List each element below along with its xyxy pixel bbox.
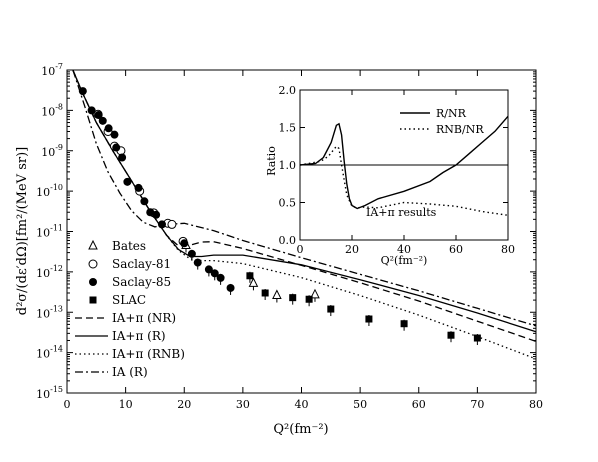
data-point-saclay-85 xyxy=(216,273,225,282)
data-point-saclay-85 xyxy=(226,283,235,292)
data-point-saclay-81 xyxy=(167,219,177,229)
data-point-bates xyxy=(248,277,259,287)
data-point-saclay-85 xyxy=(152,210,161,219)
inset-y-tick-label: 1.5 xyxy=(279,122,297,135)
legend-label: Saclay-81 xyxy=(112,257,171,271)
data-point-slac xyxy=(447,331,455,339)
inset-x-tick-label: 20 xyxy=(345,243,359,256)
main-y-tick-label: 10-14 xyxy=(36,345,63,361)
main-y-tick-label: 10-7 xyxy=(41,62,63,78)
inset-plot: 0 20 40 60 800.00.51.01.52.0 Ratio Q²(fm⁻²) … xyxy=(265,84,515,267)
data-point-saclay-85 xyxy=(123,177,132,186)
main-data-points xyxy=(78,87,481,346)
legend-label: IA+π (NR) xyxy=(112,311,176,325)
main-x-tick-label: 80 xyxy=(529,398,543,411)
main-x-tick-label: 0 xyxy=(64,398,71,411)
inset-ratio-curves xyxy=(299,115,509,216)
data-point-slac xyxy=(400,320,408,328)
inset-y-tick-label: 0.0 xyxy=(279,234,297,247)
inset-legend: R/NR RNB/NR xyxy=(400,107,484,136)
data-point-saclay-85 xyxy=(112,143,121,152)
data-point-saclay-85 xyxy=(157,220,166,229)
main-x-tick-label: 50 xyxy=(353,398,367,411)
inset-curve-dotted xyxy=(299,145,509,216)
legend-label: SLAC xyxy=(112,293,146,307)
main-x-tick-label: 20 xyxy=(177,398,191,411)
main-y-tick-label: 10-11 xyxy=(36,224,63,240)
data-point-slac xyxy=(473,334,481,342)
data-point-slac xyxy=(327,305,335,313)
legend-label: IA (R) xyxy=(112,365,148,379)
data-point-saclay-85 xyxy=(110,130,119,139)
inset-y-tick-label: 0.5 xyxy=(279,197,297,210)
data-point-bates xyxy=(272,289,282,299)
data-point-saclay-85 xyxy=(210,269,219,278)
main-x-tick-label: 10 xyxy=(119,398,133,411)
main-y-axis-label: d²σ/(dε′dΩ)[fm²/(MeV sr)] xyxy=(15,147,30,315)
main-plot: 0 10 20 30 40 50 60 70 80 10-15 10-14 10-13 10-12 10-… xyxy=(15,62,543,437)
data-point-slac xyxy=(305,295,313,303)
main-x-tick-label: 40 xyxy=(295,398,309,411)
data-point-saclay-85 xyxy=(180,239,189,248)
inset-x-tick-label: 80 xyxy=(501,243,515,256)
data-point-bates xyxy=(310,288,320,299)
data-point-slac xyxy=(365,315,373,323)
data-point-saclay-85 xyxy=(104,124,113,133)
main-axis-ticks: 0 10 20 30 40 50 60 70 80 10-15 10-14 10-13 10-12 10-… xyxy=(36,62,543,411)
curve-dotted xyxy=(72,69,537,360)
legend-label: IA+π (RNB) xyxy=(112,347,185,361)
legend-label: Bates xyxy=(112,239,146,253)
inset-x-tick-label: 40 xyxy=(397,243,411,256)
data-point-saclay-85 xyxy=(134,183,143,192)
main-y-tick-label: 10-13 xyxy=(36,304,63,320)
main-x-tick-label: 60 xyxy=(412,398,426,411)
inset-x-tick-label: 60 xyxy=(449,243,463,256)
legend-label: Saclay-85 xyxy=(112,275,171,289)
data-point-saclay-85 xyxy=(118,153,127,162)
main-x-tick-label: 30 xyxy=(236,398,250,411)
main-y-tick-label: 10-9 xyxy=(41,143,63,159)
inset-axis-ticks: 0 20 40 60 80 0.0 0.5 1.0 1.5 2.0 xyxy=(279,84,516,256)
legend-label: IA+π (R) xyxy=(112,329,166,343)
data-point-saclay-85 xyxy=(94,110,103,119)
data-point-saclay-85 xyxy=(204,265,213,274)
legend-marker-open-circle xyxy=(88,259,98,269)
main-legend: Bates Saclay-81 Saclay-85 SLAC IA+π (NR) IA+π… xyxy=(75,239,185,379)
data-point-saclay-85 xyxy=(87,106,96,115)
data-point-saclay-85 xyxy=(193,258,202,267)
data-point-slac xyxy=(246,272,254,280)
inset-annotation: IA+π results xyxy=(366,206,437,219)
inset-legend-label: RNB/NR xyxy=(436,123,484,136)
legend-marker-open-triangle xyxy=(88,239,98,250)
legend-marker-filled-square xyxy=(89,296,97,304)
main-y-tick-label: 10-8 xyxy=(41,102,63,118)
main-y-tick-label: 10-10 xyxy=(36,183,63,199)
inset-x-axis-label: Q²(fm⁻²) xyxy=(381,254,428,267)
data-point-slac xyxy=(289,294,297,302)
data-point-saclay-85 xyxy=(98,116,107,125)
inset-y-axis-label: Ratio xyxy=(265,146,278,176)
inset-x-tick-label: 0 xyxy=(297,243,304,256)
data-point-saclay-85 xyxy=(140,197,149,206)
inset-y-tick-label: 2.0 xyxy=(279,84,297,97)
main-x-axis-label: Q²(fm⁻²) xyxy=(273,422,328,437)
legend-marker-filled-circle xyxy=(89,278,97,286)
main-x-tick-label: 70 xyxy=(470,398,484,411)
main-y-tick-label: 10-15 xyxy=(36,385,63,401)
data-point-slac xyxy=(261,289,269,297)
inset-legend-label: R/NR xyxy=(436,107,467,120)
data-point-saclay-85 xyxy=(187,249,196,258)
main-y-tick-label: 10-12 xyxy=(36,264,63,280)
data-point-saclay-85 xyxy=(78,87,87,96)
inset-y-tick-label: 1.0 xyxy=(279,159,297,172)
